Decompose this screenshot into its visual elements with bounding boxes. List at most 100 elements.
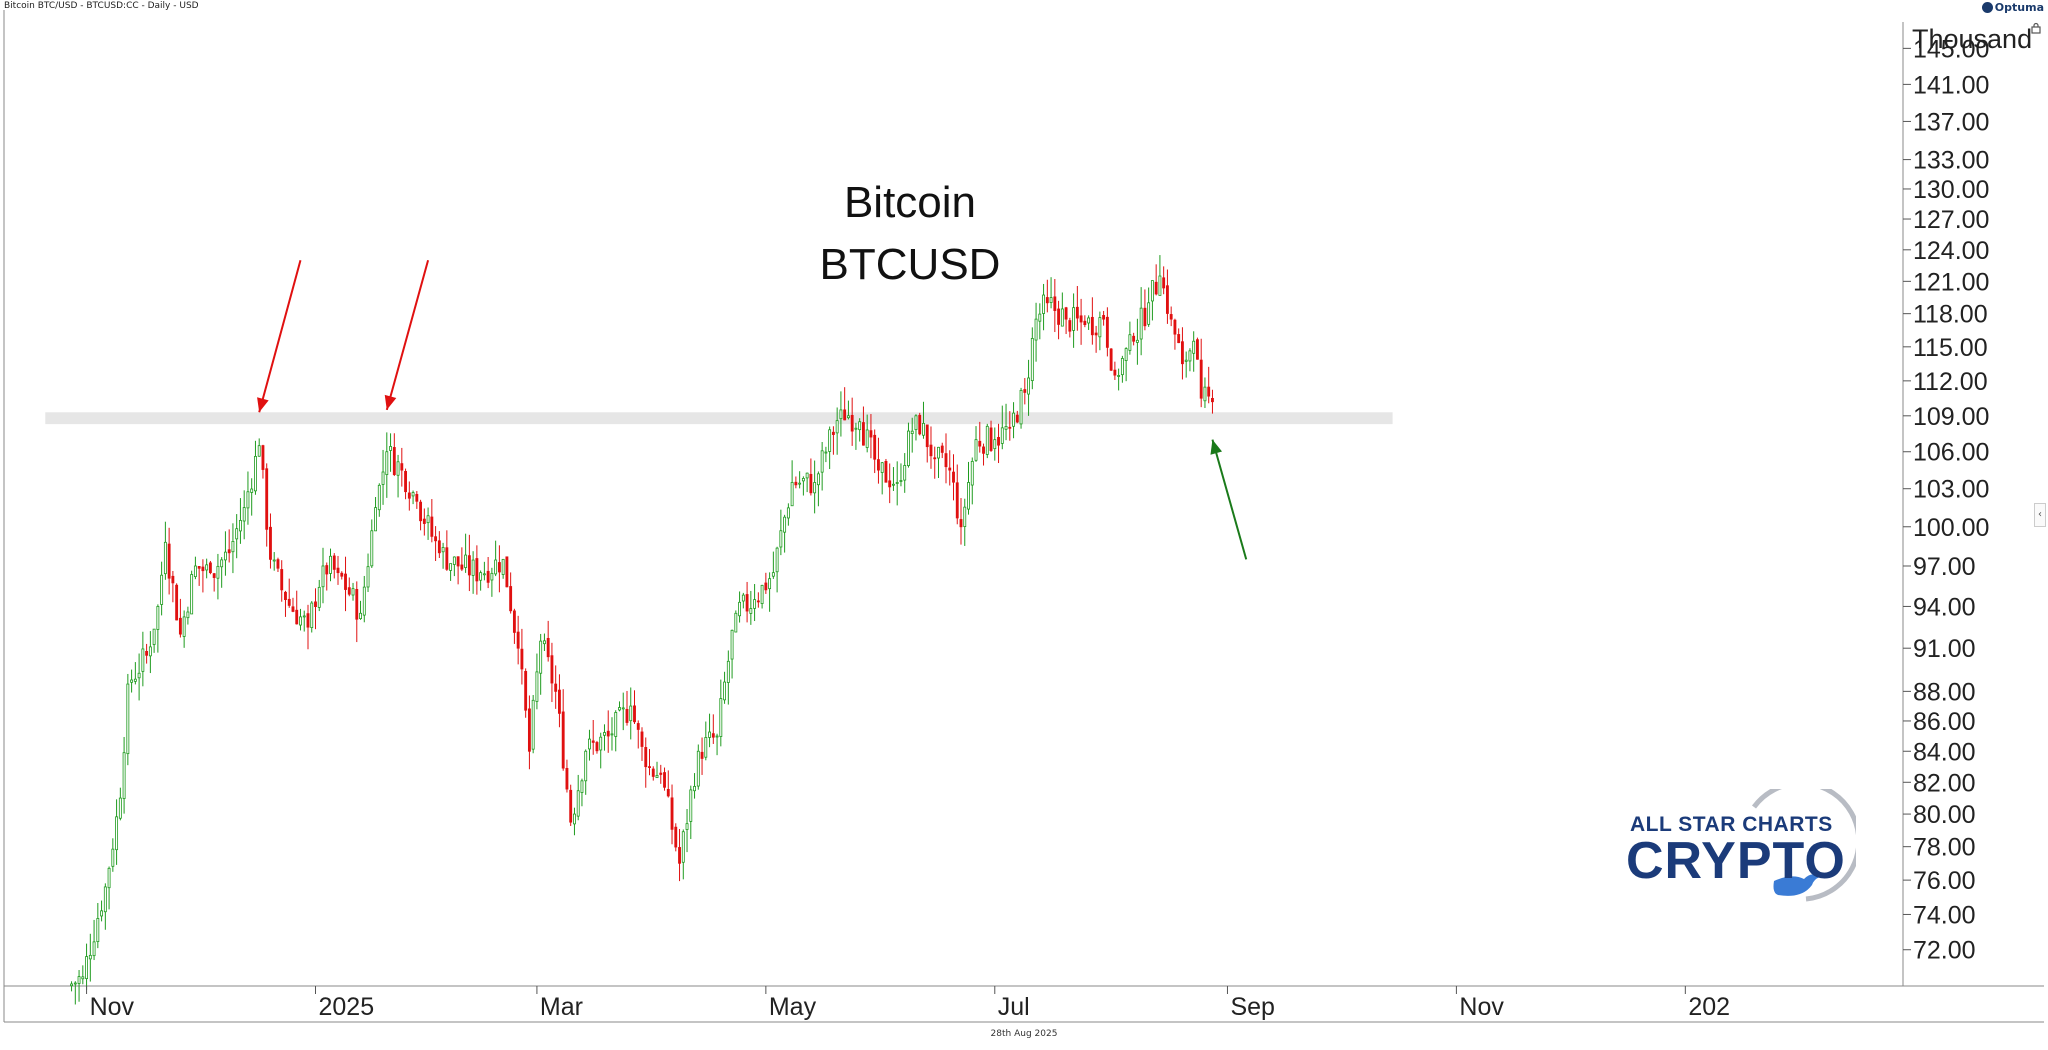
candle-body [400, 463, 404, 471]
candle-body [359, 612, 362, 620]
candle-body [118, 797, 122, 819]
candle-body [227, 549, 231, 554]
candle-body [734, 612, 738, 633]
candle-body [1042, 294, 1046, 314]
candle-body [186, 611, 190, 619]
candle-body [445, 547, 449, 570]
candle-body [877, 459, 880, 471]
candle-body [310, 602, 314, 629]
collapse-panel-chevron-icon[interactable]: ‹ [2034, 503, 2046, 527]
candle-body [520, 648, 524, 670]
candle-body [347, 587, 351, 595]
candle-body [197, 566, 201, 569]
candle-body [997, 437, 1000, 446]
y-tick-label: 130.00 [1913, 176, 1989, 204]
candle-body [381, 471, 385, 485]
candle-body [494, 559, 498, 575]
candle-body [846, 415, 850, 419]
candle-body [370, 530, 374, 567]
candle-body [171, 575, 175, 584]
candle-body [993, 439, 997, 450]
candle-body [1090, 316, 1094, 336]
candle-body [1004, 426, 1008, 430]
candle-body [554, 683, 558, 692]
y-tick-label: 80.00 [1913, 801, 1976, 829]
candle-body [854, 427, 858, 430]
candle-body [629, 705, 633, 722]
candle-body [287, 598, 291, 606]
candle-body [1192, 340, 1196, 354]
candle-body [783, 516, 787, 533]
candle-body [1102, 315, 1106, 320]
candle-body [471, 559, 475, 576]
candle-body [505, 556, 509, 588]
y-tick-label: 84.00 [1913, 738, 1976, 766]
candle-body [1057, 308, 1061, 325]
candle-body [974, 439, 978, 461]
candle-body [1008, 426, 1012, 429]
candle-body [449, 563, 453, 571]
candle-body [839, 409, 843, 420]
candle-body [126, 683, 130, 755]
candle-body [704, 737, 708, 758]
candle-body [167, 543, 171, 579]
candle-body [479, 572, 483, 581]
candle-body [1120, 358, 1124, 376]
candle-body [524, 670, 528, 711]
candle-body [329, 555, 332, 574]
candle-body [1139, 307, 1143, 340]
candle-body [201, 566, 205, 572]
candle-body [595, 742, 599, 752]
y-tick-label: 115.00 [1913, 334, 1988, 362]
x-axis: Nov 2025 Mar May Jul Sep Nov 202 [86, 986, 1730, 1021]
candle-body [92, 941, 96, 957]
candle-body [250, 488, 254, 493]
footer-date: 28th Aug 2025 [990, 1029, 1058, 1039]
y-tick-label: 145.00 [1913, 35, 1989, 63]
y-tick-label: 121.00 [1913, 268, 1989, 296]
candle-body [633, 705, 636, 723]
candle-body [1165, 285, 1169, 314]
candle-body [929, 444, 933, 457]
optuma-brand-label: Optuma [1994, 1, 2044, 14]
candle-body [148, 646, 152, 657]
candle-body [404, 470, 407, 493]
candle-body [678, 847, 681, 864]
candle-body [809, 473, 813, 494]
candle-body [858, 421, 862, 431]
candle-body [726, 660, 730, 683]
candle-body [565, 767, 569, 790]
candle-body [261, 445, 265, 470]
all-star-charts-crypto-logo: ALL STAR CHARTS CRYPTO [1626, 789, 1856, 909]
logo-line2: CRYPTO [1626, 832, 1846, 890]
candle-body [295, 609, 299, 625]
candle-body [366, 566, 370, 588]
candle-body [982, 446, 985, 454]
candle-body [614, 712, 618, 737]
candle-body [1147, 302, 1151, 325]
y-tick-label: 118.00 [1913, 301, 1988, 329]
y-tick-label: 127.00 [1913, 206, 1989, 234]
candle-body [655, 774, 659, 779]
x-tick-label: May [769, 993, 817, 1021]
candle-body [1064, 307, 1068, 320]
candle-body [1117, 375, 1121, 377]
candle-body [1207, 386, 1211, 397]
candle-body [903, 465, 907, 481]
candle-body [696, 750, 700, 787]
candle-body [831, 431, 835, 435]
candle-body [1083, 320, 1087, 326]
candle-body [302, 615, 306, 618]
candle-body [1000, 427, 1004, 444]
x-tick-label: Nov [1459, 993, 1504, 1021]
candle-body [1173, 319, 1177, 335]
candle-body [396, 461, 400, 476]
candle-body [385, 451, 389, 476]
y-tick-label: 141.00 [1913, 71, 1989, 99]
candle-body [824, 451, 828, 454]
candle-body [115, 816, 119, 851]
lock-icon[interactable] [2030, 22, 2042, 34]
candle-body [925, 424, 929, 448]
candle-body [212, 573, 216, 578]
